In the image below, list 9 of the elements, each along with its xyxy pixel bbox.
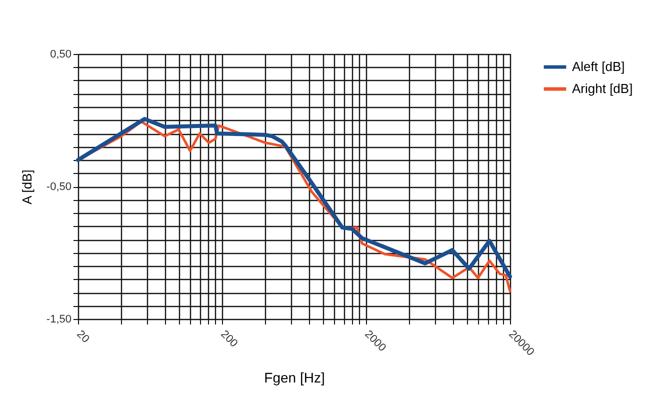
legend-label: Aleft [dB]: [572, 59, 625, 74]
x-tick-label: 20: [74, 328, 92, 346]
y-tick-label: 0,50: [50, 48, 72, 60]
y-tick-label: -1,50: [46, 314, 72, 326]
x-tick-label: 200: [218, 328, 240, 350]
y-tick-label: -0,50: [46, 181, 72, 193]
legend-label: Aright [dB]: [572, 81, 633, 96]
x-axis-title: Fgen [Hz]: [264, 370, 325, 386]
y-axis-title: A [dB]: [19, 170, 34, 204]
